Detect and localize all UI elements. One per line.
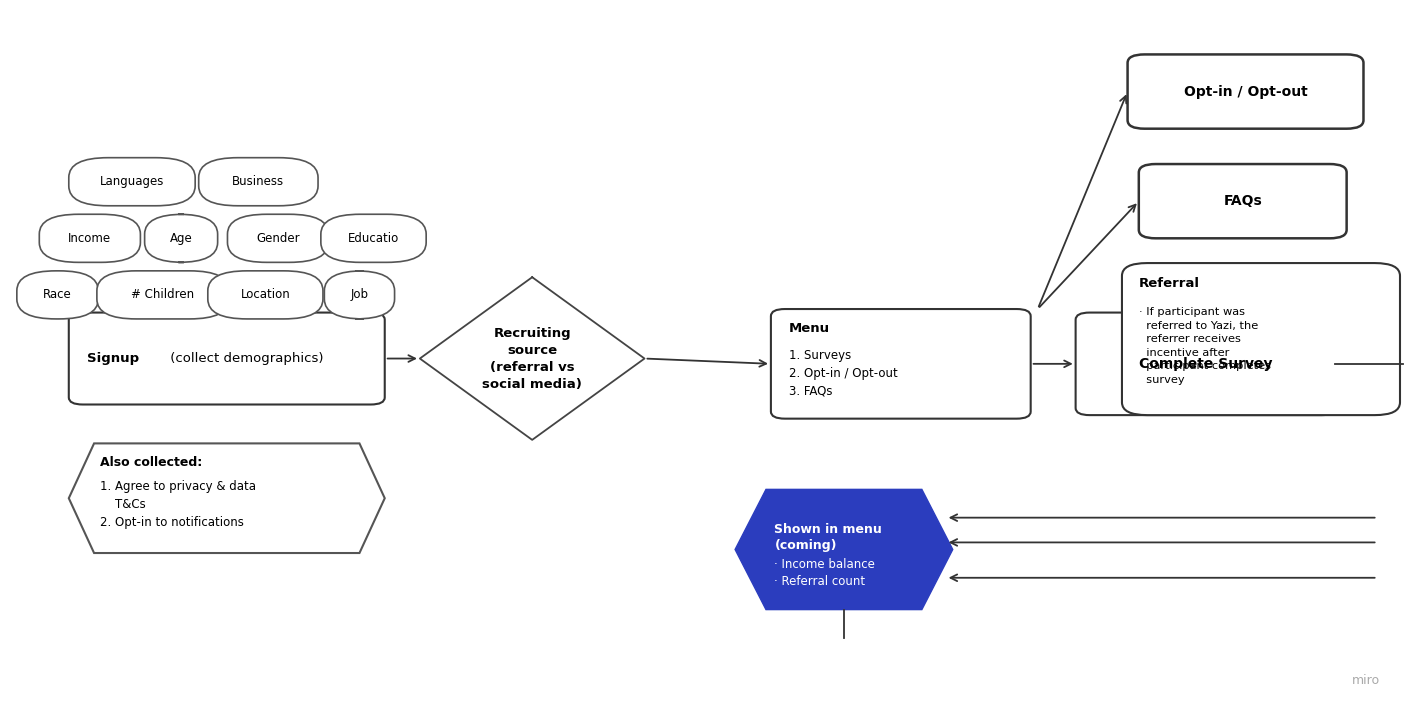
Text: 1. Agree to privacy & data
    T&Cs
2. Opt-in to notifications: 1. Agree to privacy & data T&Cs 2. Opt-i… <box>100 480 256 529</box>
Text: Referral: Referral <box>1138 277 1200 290</box>
Text: Gender: Gender <box>256 231 300 245</box>
FancyBboxPatch shape <box>228 214 329 263</box>
Polygon shape <box>69 444 384 553</box>
FancyBboxPatch shape <box>17 271 98 319</box>
Text: Recruiting
source
(referral vs
social media): Recruiting source (referral vs social me… <box>483 327 582 391</box>
FancyBboxPatch shape <box>97 271 229 319</box>
Text: Also collected:: Also collected: <box>100 456 203 469</box>
Text: Race: Race <box>44 288 72 301</box>
Text: Menu: Menu <box>789 322 830 334</box>
FancyBboxPatch shape <box>198 158 318 206</box>
FancyBboxPatch shape <box>69 158 196 206</box>
Polygon shape <box>419 277 644 440</box>
Text: Business: Business <box>232 175 284 188</box>
Text: 1. Surveys
2. Opt-in / Opt-out
3. FAQs: 1. Surveys 2. Opt-in / Opt-out 3. FAQs <box>789 349 898 398</box>
FancyBboxPatch shape <box>145 214 218 263</box>
Text: Signup: Signup <box>87 352 139 365</box>
Text: Educatio: Educatio <box>348 231 400 245</box>
Polygon shape <box>734 489 953 610</box>
Text: FAQs: FAQs <box>1223 194 1262 208</box>
Text: Age: Age <box>170 231 193 245</box>
FancyBboxPatch shape <box>1121 263 1400 415</box>
Text: · Income balance
· Referral count: · Income balance · Referral count <box>774 558 875 588</box>
Text: Job: Job <box>350 288 369 301</box>
Text: # Children: # Children <box>131 288 194 301</box>
FancyBboxPatch shape <box>1138 164 1346 239</box>
Text: miro: miro <box>1352 674 1380 687</box>
FancyBboxPatch shape <box>771 309 1031 419</box>
Text: Languages: Languages <box>100 175 165 188</box>
Text: (collect demographics): (collect demographics) <box>166 352 324 365</box>
Text: Complete Survey: Complete Survey <box>1138 357 1272 371</box>
Text: Shown in menu
(coming): Shown in menu (coming) <box>774 523 882 552</box>
Text: · If participant was
  referred to Yazi, the
  referrer receives
  incentive aft: · If participant was referred to Yazi, t… <box>1138 307 1271 385</box>
FancyBboxPatch shape <box>208 271 324 319</box>
Text: Location: Location <box>241 288 290 301</box>
FancyBboxPatch shape <box>39 214 141 263</box>
Text: Opt-in / Opt-out: Opt-in / Opt-out <box>1183 84 1307 99</box>
FancyBboxPatch shape <box>69 312 384 405</box>
FancyBboxPatch shape <box>1127 55 1363 129</box>
FancyBboxPatch shape <box>321 214 426 263</box>
FancyBboxPatch shape <box>325 271 394 319</box>
Text: Income: Income <box>69 231 111 245</box>
FancyBboxPatch shape <box>1075 312 1335 415</box>
